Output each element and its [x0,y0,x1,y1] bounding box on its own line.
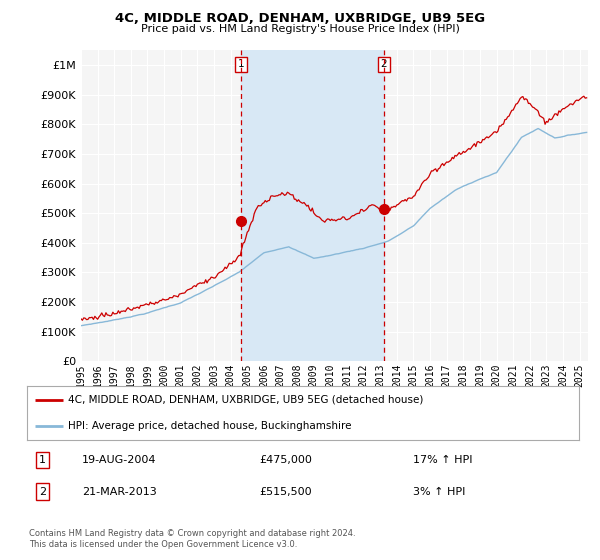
Text: HPI: Average price, detached house, Buckinghamshire: HPI: Average price, detached house, Buck… [68,421,352,431]
Text: 19-AUG-2004: 19-AUG-2004 [82,455,157,465]
Text: Price paid vs. HM Land Registry's House Price Index (HPI): Price paid vs. HM Land Registry's House … [140,24,460,34]
Text: 2: 2 [39,487,46,497]
Text: £475,000: £475,000 [259,455,312,465]
Text: Contains HM Land Registry data © Crown copyright and database right 2024.
This d: Contains HM Land Registry data © Crown c… [29,529,355,549]
Text: 1: 1 [238,59,244,69]
Text: 2: 2 [380,59,387,69]
Text: 4C, MIDDLE ROAD, DENHAM, UXBRIDGE, UB9 5EG: 4C, MIDDLE ROAD, DENHAM, UXBRIDGE, UB9 5… [115,12,485,25]
Text: 1: 1 [39,455,46,465]
Text: 17% ↑ HPI: 17% ↑ HPI [413,455,473,465]
Text: 4C, MIDDLE ROAD, DENHAM, UXBRIDGE, UB9 5EG (detached house): 4C, MIDDLE ROAD, DENHAM, UXBRIDGE, UB9 5… [68,395,424,405]
Bar [241,50,384,361]
Text: 21-MAR-2013: 21-MAR-2013 [82,487,157,497]
Text: £515,500: £515,500 [259,487,311,497]
Text: 3% ↑ HPI: 3% ↑ HPI [413,487,466,497]
